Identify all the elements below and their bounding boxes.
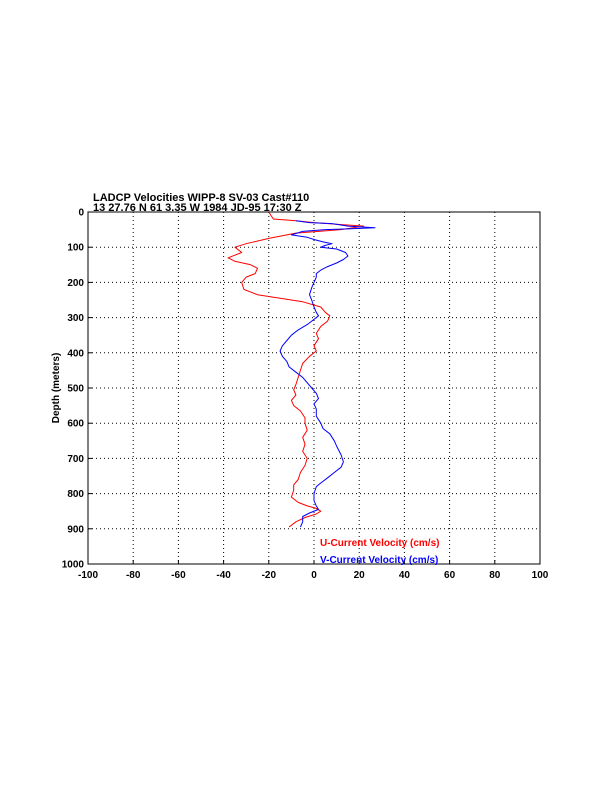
y-tick-label: 100 xyxy=(67,243,84,254)
x-tick-label: 0 xyxy=(311,570,317,581)
y-tick-label: 600 xyxy=(67,419,84,430)
y-tick-label: 200 xyxy=(67,278,84,289)
x-tick-label: 40 xyxy=(399,570,411,581)
grid-lines xyxy=(88,212,540,564)
data-series xyxy=(227,211,376,528)
y-tick-label: 300 xyxy=(67,313,84,324)
y-axis-ticks: 0 100 200 300 400 500 600 700 800 900 1000 xyxy=(62,208,92,571)
legend-entry-u-current: U-Current Velocity (cm/s) xyxy=(320,538,439,549)
y-tick-label: 0 xyxy=(78,208,84,219)
x-tick-label: 60 xyxy=(444,570,456,581)
series-line-v-current xyxy=(279,220,376,528)
series-line-u-current xyxy=(227,211,365,528)
y-tick-label: 900 xyxy=(67,524,84,535)
chart-title-line-1: LADCP Velocities WIPP-8 SV-03 Cast#110 xyxy=(93,192,309,204)
x-tick-label: -20 xyxy=(262,570,277,581)
x-tick-label: 80 xyxy=(489,570,501,581)
y-axis-label: Depth (meters) xyxy=(51,353,62,424)
x-tick-label: 20 xyxy=(354,570,366,581)
x-tick-label: 100 xyxy=(532,570,549,581)
y-tick-label: 500 xyxy=(67,384,84,395)
x-tick-label: -80 xyxy=(126,570,141,581)
y-tick-label: 800 xyxy=(67,489,84,500)
chart-title-line-2: 13 27.76 N 61 3.35 W 1984 JD-95 17:30 Z xyxy=(93,202,302,214)
legend: U-Current Velocity (cm/s) V-Current Velo… xyxy=(320,538,439,566)
legend-entry-v-current: V-Current Velocity (cm/s) xyxy=(320,555,438,566)
x-tick-label: -60 xyxy=(171,570,186,581)
y-tick-label: 400 xyxy=(67,348,84,359)
y-tick-label: 700 xyxy=(67,454,84,465)
y-tick-label: 1000 xyxy=(62,560,85,571)
x-tick-label: -100 xyxy=(78,570,98,581)
x-axis-ticks: -100 -80 -60 -40 -20 0 20 40 60 80 100 xyxy=(78,560,549,581)
x-tick-label: -40 xyxy=(216,570,231,581)
